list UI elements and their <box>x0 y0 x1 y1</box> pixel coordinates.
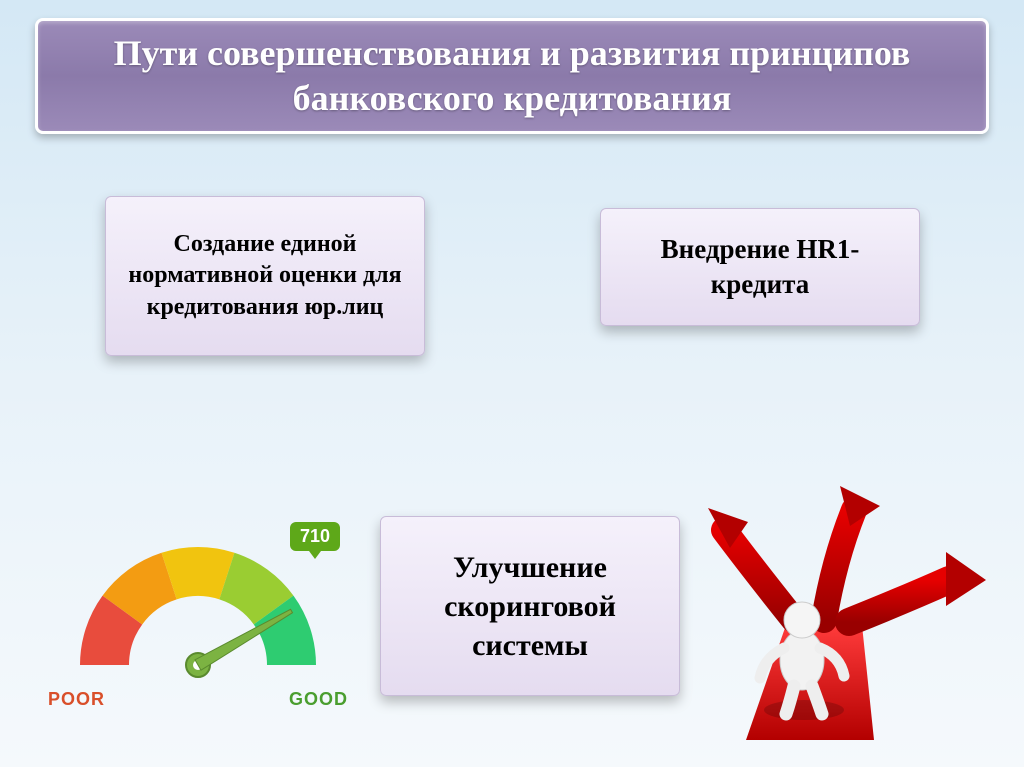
gauge-score-badge: 710 <box>290 522 340 551</box>
card3-text: Улучшение скоринговой системы <box>399 548 661 665</box>
card2-text: Внедрение HR1-кредита <box>619 232 901 302</box>
card-regulatory-assessment: Создание единой нормативной оценки для к… <box>105 196 425 356</box>
card-scoring-system: Улучшение скоринговой системы <box>380 516 680 696</box>
card1-text: Создание единой нормативной оценки для к… <box>124 229 406 323</box>
title-banner: Пути совершенствования и развития принци… <box>35 18 989 134</box>
card-hr1-credit: Внедрение HR1-кредита <box>600 208 920 326</box>
decision-arrows-graphic <box>694 470 994 750</box>
gauge-good-label: GOOD <box>289 689 348 710</box>
title-text: Пути совершенствования и развития принци… <box>38 31 986 121</box>
credit-score-gauge: 710 POOR GOOD <box>48 500 348 720</box>
gauge-poor-label: POOR <box>48 689 105 710</box>
arrows-svg <box>694 470 994 750</box>
